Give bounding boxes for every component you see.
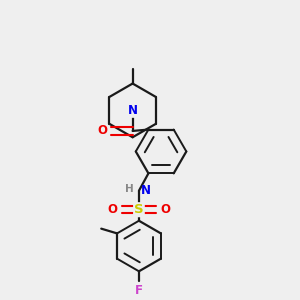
Text: H: H bbox=[125, 184, 134, 194]
Text: O: O bbox=[97, 124, 107, 137]
Text: O: O bbox=[108, 203, 118, 216]
Text: F: F bbox=[135, 284, 143, 297]
Text: N: N bbox=[128, 104, 138, 117]
Text: O: O bbox=[160, 203, 170, 216]
Text: S: S bbox=[134, 203, 144, 216]
Text: N: N bbox=[140, 184, 151, 197]
